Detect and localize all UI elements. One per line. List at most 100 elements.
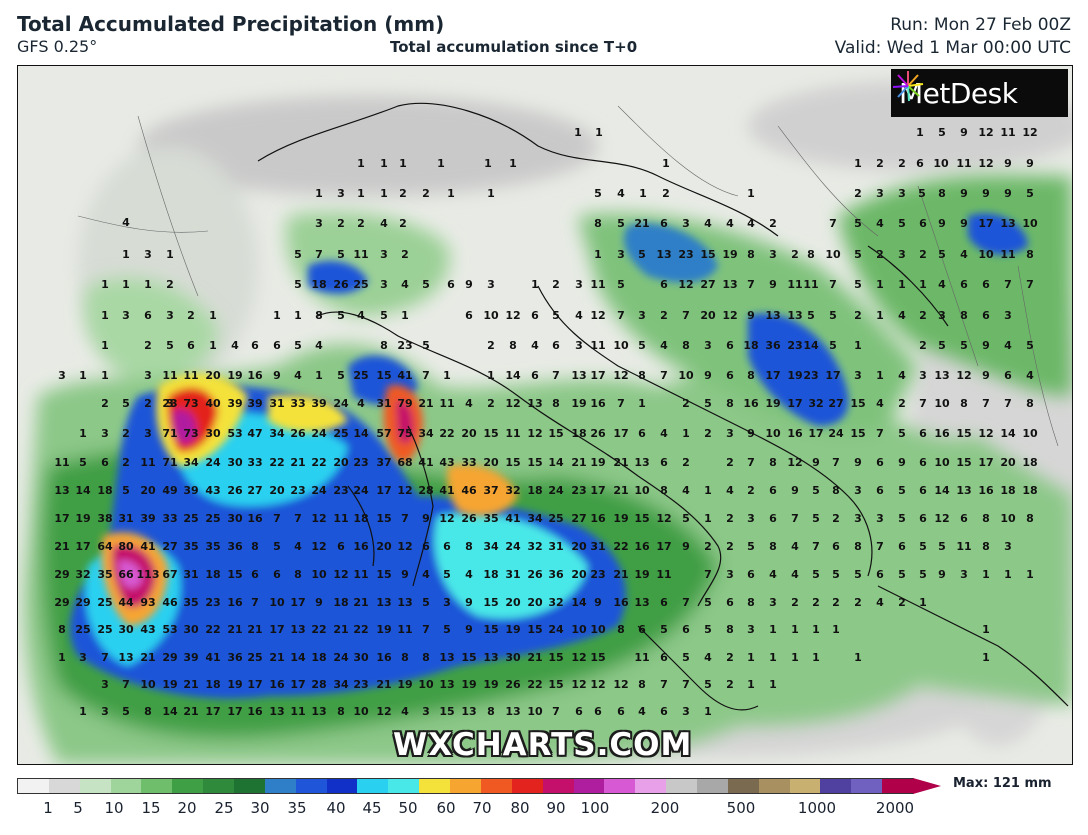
precip-value: 15 [439,705,454,718]
precip-value: 22 [613,540,628,553]
precip-value: 19 [483,678,498,691]
precip-value: 1 [315,187,323,200]
precip-value: 31 [590,540,605,553]
precip-value: 4 [769,568,777,581]
precip-value: 12 [333,568,348,581]
precip-value: 13 [656,248,671,261]
precip-value: 30 [118,623,134,636]
precip-value: 1 [101,309,109,322]
precip-value: 1 [747,651,755,664]
precip-value: 1 [401,309,409,322]
precip-value: 17 [269,623,284,636]
precip-value: 5 [832,568,840,581]
precip-value: 21 [183,705,198,718]
precip-value: 10 [934,397,950,410]
precip-value: 13 [634,456,649,469]
precip-value: 27 [828,397,843,410]
precip-value: 5 [617,278,625,291]
precip-value: 8 [422,651,430,664]
precip-value: 2 [919,248,927,261]
precip-value: 18 [205,568,220,581]
precip-value: 16 [376,651,392,664]
precip-value: 15 [956,427,971,440]
precip-value: 11 [656,568,671,581]
legend-tick-label: 1 [43,799,53,817]
precip-value: 9 [594,596,602,609]
precip-value: 1 [854,339,862,352]
legend-tick-label: 80 [510,799,530,817]
precip-value: 3 [166,397,174,410]
precip-value: 13 [311,705,326,718]
legend-swatch [727,779,760,793]
precip-value: 2 [898,397,906,410]
precip-value: 34 [483,540,499,553]
precip-value: 31 [505,568,520,581]
intense-precip-layer [101,373,518,626]
legend-swatch [851,779,883,793]
precip-value: 1 [380,157,388,170]
precip-value: 22 [311,623,326,636]
legend-tick-label: 15 [141,799,161,817]
precip-value: 2 [791,248,799,261]
precip-value: 1 [876,309,884,322]
precip-value: 2 [832,512,840,525]
legend-swatch [604,779,636,793]
legend-swatch [511,779,544,793]
precip-value: 21 [183,678,198,691]
legend-swatch [635,779,667,793]
precip-value: 15 [461,651,476,664]
precip-value: 20 [333,456,349,469]
country-borders [77,105,1059,447]
precip-value: 3 [769,596,777,609]
precip-value: 5 [122,397,130,410]
precip-value: 19 [722,248,737,261]
precip-value: 9 [960,126,968,139]
precip-value: 17 [825,369,840,382]
precip-value: 21 [54,540,69,553]
precip-value: 4 [898,369,906,382]
precip-value: 19 [505,623,520,636]
precip-value: 4 [638,705,646,718]
legend-swatch [110,779,142,793]
legend-swatch [18,779,50,793]
precip-value: 2 [682,456,690,469]
precip-value: 36 [765,339,781,352]
precip-value: 6 [660,217,668,230]
precip-value: 10 [634,484,650,497]
legend-swatch [882,779,913,793]
precip-value: 5 [704,397,712,410]
precip-value: 6 [531,309,539,322]
precip-value: 3 [919,369,927,382]
precip-value: 53 [227,427,242,440]
precip-value: 12 [311,540,326,553]
precip-value: 17 [765,369,780,382]
precip-value: 11 [787,278,802,291]
precip-value: 1 [357,187,365,200]
precip-value: 23 [787,339,802,352]
precip-value: 1 [509,157,517,170]
precip-value: 1 [638,397,646,410]
precip-value: 8 [832,484,840,497]
precip-value: 12 [613,678,628,691]
precip-value: 6 [919,484,927,497]
precip-value: 1 [854,157,862,170]
precip-value: 23 [678,248,693,261]
precip-value: 17 [978,217,993,230]
precip-value: 17 [205,705,220,718]
precip-value: 40 [205,397,221,410]
metdesk-burst-icon [892,71,924,102]
precip-value: 12 [505,397,520,410]
precip-value: 2 [919,339,927,352]
heavy-precip-layer [69,213,1028,699]
precip-value: 19 [397,678,412,691]
precip-value: 1 [682,427,690,440]
precip-value: 15 [483,596,498,609]
precip-value: 6 [982,278,990,291]
precip-value: 11 [439,397,454,410]
precip-value: 2 [704,427,712,440]
precip-value: 19 [590,456,605,469]
precip-value: 7 [682,678,690,691]
precip-value: 31 [118,512,133,525]
precip-value: 2 [662,187,670,200]
precip-value: 2 [832,596,840,609]
